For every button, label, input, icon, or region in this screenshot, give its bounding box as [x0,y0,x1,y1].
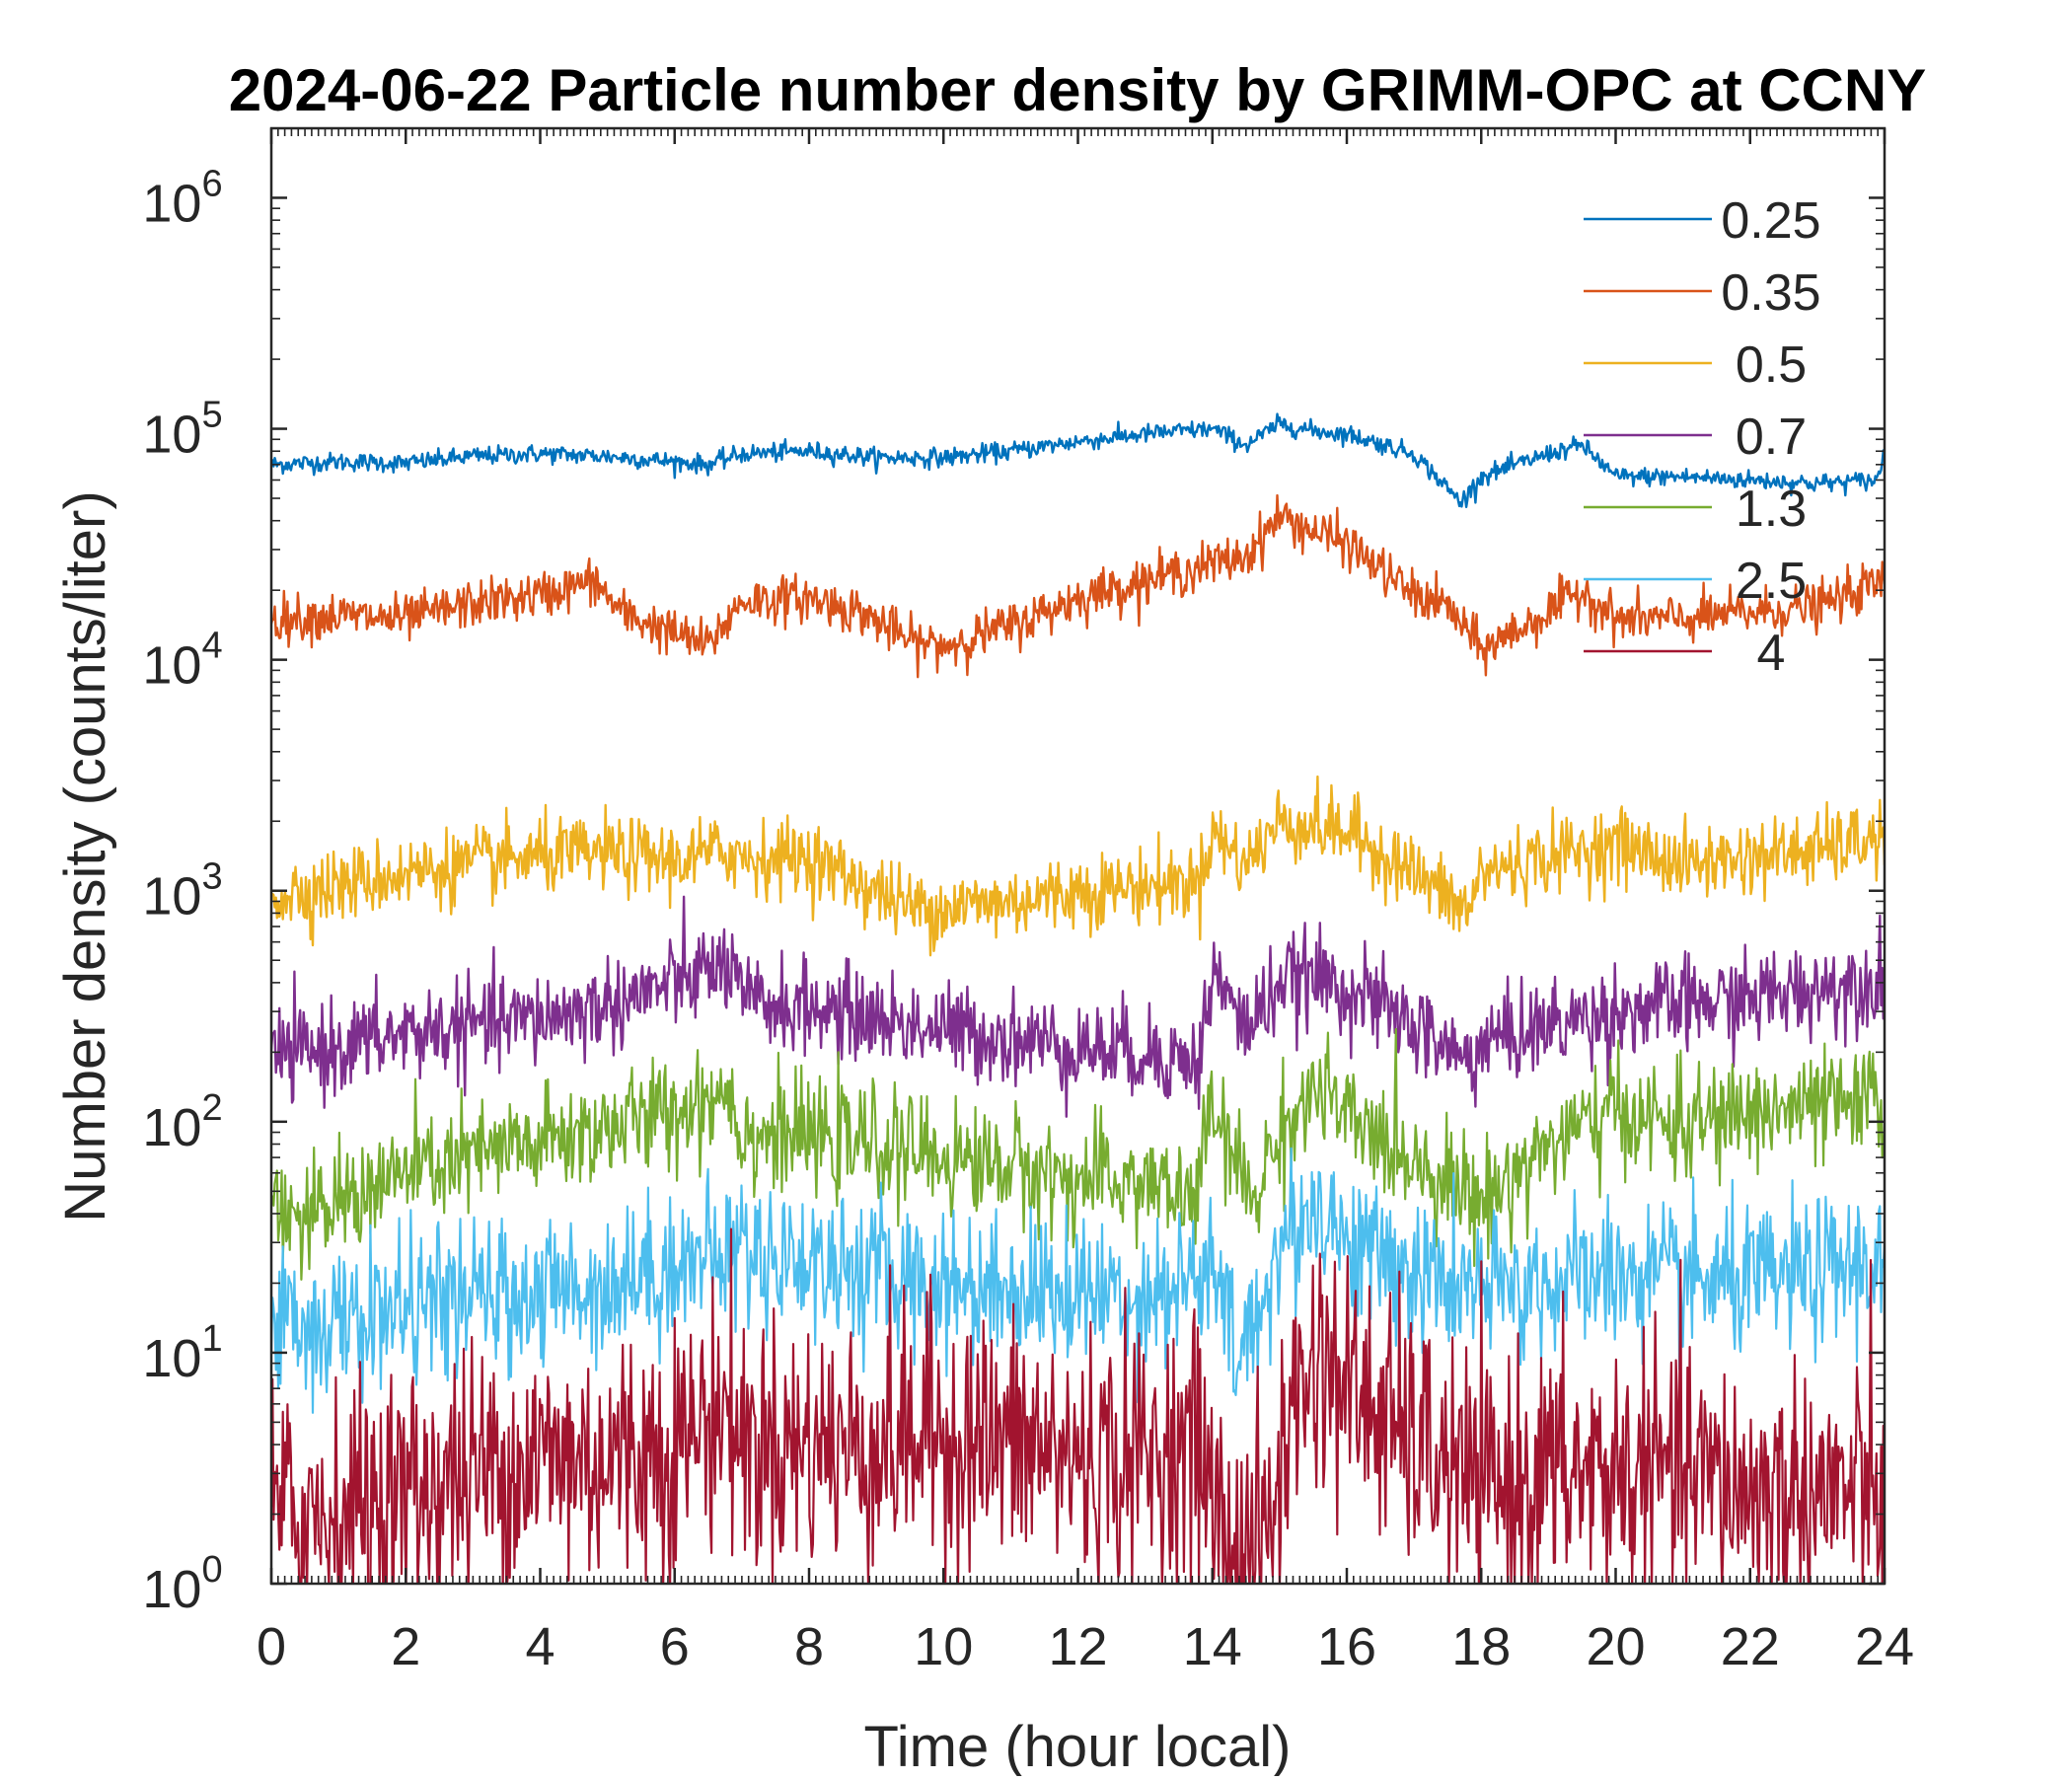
legend-label-0.25: 0.25 [1721,192,1820,250]
legend-label-0.7: 0.7 [1736,408,1807,466]
x-tick-label: 8 [794,1617,824,1676]
legend-label-0.35: 0.35 [1721,264,1820,322]
x-tick-label: 12 [1048,1617,1107,1676]
x-tick-label: 22 [1721,1617,1780,1676]
series-line-4 [271,1227,1885,1584]
y-tick-label: 106 [142,163,222,233]
x-tick-label: 6 [660,1617,690,1676]
series-line-1.3 [271,1027,1885,1281]
x-axis-label: Time (hour local) [864,1715,1292,1776]
x-tick-label: 14 [1183,1617,1242,1676]
x-tick-label: 2 [391,1617,420,1676]
legend-label-4: 4 [1757,625,1786,682]
x-tick-label: 24 [1855,1617,1914,1676]
legend-label-1.3: 1.3 [1736,481,1807,538]
legend-label-2.5: 2.5 [1736,553,1807,610]
legend-label-0.5: 0.5 [1736,336,1807,394]
y-axis-label: Number density (counts/liter) [53,490,117,1222]
series-line-0.5 [271,775,1885,957]
chart-title: 2024-06-22 Particle number density by GR… [229,57,1927,123]
x-tick-label: 16 [1317,1617,1376,1676]
x-tick-label: 20 [1586,1617,1645,1676]
x-tick-label: 0 [257,1617,286,1676]
x-tick-label: 18 [1451,1617,1511,1676]
series-line-0.7 [271,895,1885,1118]
series-line-2.5 [271,1147,1885,1414]
x-ticks: 0 2 4 6 8 10 12 14 16 18 20 22 24 [257,128,1914,1676]
x-tick-label: 10 [914,1617,973,1676]
series-line-0.25 [271,412,1885,508]
x-tick-label: 4 [525,1617,555,1676]
series-line-0.35 [271,493,1885,679]
series-layer [271,412,1885,1584]
legend: 0.25 0.35 0.5 0.7 1.3 2.5 4 [1584,192,1821,682]
